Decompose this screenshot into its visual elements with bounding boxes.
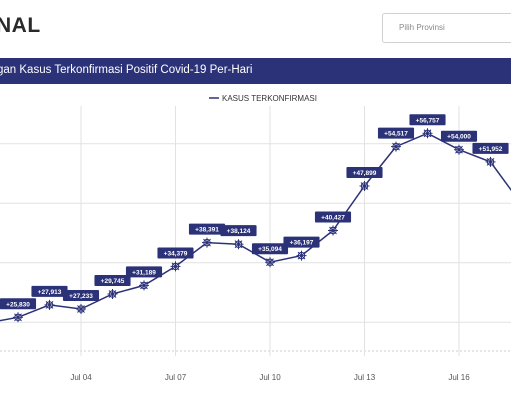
data-label-text: +47,899 [353, 170, 377, 177]
data-label-box [31, 285, 68, 297]
data-label: +40,427 [314, 211, 352, 223]
data-label-box [314, 211, 352, 223]
data-label: +38,391 [188, 223, 226, 235]
province-select-placeholder: Pilih Provinsi [399, 23, 445, 32]
data-label-text: +31,189 [132, 269, 156, 276]
data-label: +38,124 [220, 225, 257, 237]
data-point-spoke [329, 226, 337, 235]
data-label-text: +27,913 [38, 289, 62, 296]
data-label: +27,913 [31, 285, 68, 297]
chart-legend: KASUS TERKONFIRMASI [209, 94, 317, 103]
chart-container: KASUS TERKONFIRMASI Jul 04 Jul 07 Jul 10 Jul… [0, 84, 511, 400]
data-point [76, 304, 86, 314]
data-point [391, 141, 401, 152]
data-label-box [377, 127, 415, 139]
data-point [13, 312, 23, 323]
data-label-box [472, 142, 509, 154]
data-point-spoke [360, 182, 369, 190]
data-point [359, 181, 370, 191]
data-label-text: +35,094 [258, 246, 282, 253]
data-label-text: +54,000 [447, 134, 471, 141]
data-point [107, 289, 118, 299]
data-label: +29,745 [94, 275, 131, 287]
data-point-spoke [14, 313, 22, 322]
data-label-box [346, 167, 383, 179]
data-point-spoke [77, 305, 85, 313]
data-label: +34,379 [157, 247, 194, 259]
legend-label: KASUS TERKONFIRMASI [222, 94, 317, 103]
page-title: NAL [0, 14, 41, 37]
data-label-box [440, 130, 478, 142]
data-label: +47,899 [346, 167, 383, 179]
data-point-spoke [423, 129, 432, 138]
data-label: +31,189 [125, 266, 163, 278]
data-point [265, 257, 275, 268]
data-label-text: +36,197 [290, 240, 314, 247]
data-label-box [188, 223, 226, 235]
data-label-text: +29,745 [101, 278, 125, 285]
data-label-text: +38,124 [227, 228, 251, 235]
data-label: +36,197 [283, 236, 320, 248]
daily-cases-line-chart: KASUS TERKONFIRMASI Jul 04 Jul 07 Jul 10 Jul… [0, 94, 511, 382]
chart-grid [0, 106, 511, 356]
data-label-box [251, 243, 289, 255]
data-label-box [125, 266, 163, 278]
x-tick-label: Jul 04 [70, 373, 92, 382]
data-point [44, 299, 55, 310]
data-label-text: +34,379 [164, 250, 188, 257]
data-point [139, 280, 149, 291]
data-label-text: +38,391 [195, 227, 219, 234]
data-point [422, 128, 433, 139]
data-label-box [94, 275, 131, 287]
data-point-spoke [140, 281, 148, 290]
data-label: +54,000 [440, 130, 478, 142]
data-label: +56,757 [409, 114, 446, 126]
data-point-spoke [171, 262, 180, 271]
data-label: +25,830 [0, 298, 37, 310]
data-point-spoke [266, 258, 274, 267]
data-label-box [409, 114, 446, 126]
x-tick-label: Jul 10 [259, 373, 281, 382]
chart-title: gan Kasus Terkonfirmasi Positif Covid-19… [0, 64, 253, 76]
data-point [170, 261, 181, 272]
data-label-text: +40,427 [321, 214, 345, 221]
data-label-text: +51,952 [479, 146, 503, 153]
data-point [485, 156, 496, 167]
data-label-box [157, 247, 194, 259]
data-label: +27,233 [62, 289, 100, 301]
data-label-text: +27,233 [69, 293, 93, 300]
x-tick-label: Jul 13 [354, 373, 376, 382]
province-select[interactable]: Pilih Provinsi [382, 13, 511, 43]
data-point-spoke [392, 142, 400, 151]
data-label-text: +25,830 [6, 301, 30, 308]
data-label-text: +54,517 [384, 131, 408, 138]
data-point [296, 250, 307, 261]
data-label-box [220, 225, 257, 237]
data-point-spoke [297, 251, 306, 260]
chart-title-banner: gan Kasus Terkonfirmasi Positif Covid-19… [0, 58, 511, 84]
data-point-spoke [234, 240, 243, 249]
data-point-spoke [108, 290, 117, 298]
data-point-spoke [203, 238, 211, 247]
data-point-spoke [486, 158, 495, 166]
x-tick-label: Jul 07 [165, 373, 187, 382]
data-point [202, 237, 212, 248]
data-label: +51,952 [472, 142, 509, 154]
data-point-spoke [455, 145, 463, 154]
data-label: +54,517 [377, 127, 415, 139]
data-label-box [62, 289, 100, 301]
data-label: +35,094 [251, 243, 289, 255]
data-point [328, 225, 338, 236]
data-label-box [0, 298, 37, 310]
x-tick-label: Jul 16 [448, 373, 470, 382]
data-point [233, 239, 244, 250]
data-label-box [283, 236, 320, 248]
data-point [454, 144, 464, 155]
data-point-spoke [45, 301, 54, 309]
data-label-text: +56,757 [416, 117, 440, 124]
